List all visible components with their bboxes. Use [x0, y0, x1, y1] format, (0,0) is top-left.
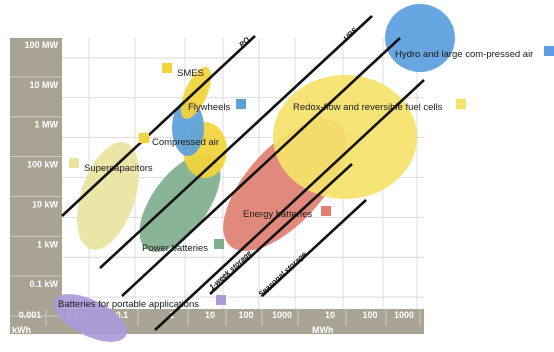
label-energy-batteries: Energy batteries: [243, 209, 312, 220]
x-tick-label: 100: [362, 310, 377, 320]
bubble-smes: [180, 67, 212, 119]
guide-line: [99, 15, 373, 269]
guide-line: [61, 35, 256, 217]
label-hydro-and-large-com-pressed-air: Hydro and large com-pressed air: [395, 49, 533, 60]
bubble-redox-flow-and-reversible-fuel-cells: [273, 75, 417, 199]
guide-line: [154, 79, 425, 331]
y-axis-band: [10, 38, 62, 318]
technology-labels: SMES Flywheels Compressed air Supercapacito…: [58, 49, 533, 310]
label-redox-flow-and-reversible-fuel-cells: Redox-flow and reversible fuel cells: [293, 102, 443, 113]
technology-bubbles: [53, 4, 455, 342]
marker-batteries-for-portable-applications: [216, 295, 226, 305]
marker-power-batteries: [214, 239, 224, 249]
y-tick-label: 0.1 kW: [29, 279, 58, 289]
guide-label-1-week-storage: 1-week storage: [207, 249, 253, 292]
y-tick-label: 1 kW: [37, 239, 59, 249]
y-tick-label: 100 kW: [27, 160, 59, 170]
legend-markers: [69, 46, 554, 305]
marker-supercapacitors: [69, 158, 79, 168]
label-smes: SMES: [177, 68, 204, 79]
bubble-supercapacitors: [77, 142, 139, 250]
x-tick-label: 1000: [394, 310, 414, 320]
y-tick-label: 10 MW: [29, 80, 58, 90]
marker-compressed-air: [139, 133, 149, 143]
bubble-hydro-and-large-com-pressed-air: [385, 4, 455, 72]
x-tick-label: 10: [325, 310, 335, 320]
guide-line: [121, 37, 401, 297]
x-unit-kwh: kWh: [12, 325, 31, 335]
x-tick-label: 100: [238, 310, 253, 320]
x-tick-label: 0.1: [116, 310, 129, 320]
guide-label-pq: PQ: [237, 35, 251, 49]
x-tick-label: 0.001: [19, 310, 42, 320]
label-batteries-for-portable-applications: Batteries for portable applications: [58, 299, 199, 310]
marker-hydro-and-large-com-pressed-air: [544, 46, 554, 56]
bubble-flywheels: [172, 100, 204, 156]
bubble-batteries-for-portable-applications: [53, 294, 127, 342]
marker-smes: [162, 63, 172, 73]
y-tick-label: 100 MW: [24, 40, 58, 50]
marker-redox-flow-and-reversible-fuel-cells: [456, 99, 466, 109]
y-tick-label: 1 MW: [35, 120, 59, 130]
label-compressed-air: Compressed air: [152, 137, 219, 148]
label-power-batteries: Power batteries: [142, 243, 208, 254]
label-supercapacitors: Supercapacitors: [84, 163, 153, 174]
x-tick-label: 1000: [272, 310, 292, 320]
label-flywheels: Flywheels: [188, 102, 230, 113]
guide-label-ups: UPS: [342, 26, 359, 43]
guide-line: [261, 199, 367, 297]
marker-flywheels: [236, 99, 246, 109]
y-tick-label: 10 kW: [32, 199, 59, 209]
y-tick-labels: 100 MW 10 MW 1 MW 100 kW 10 kW 1 kW 0.1 kW: [24, 40, 58, 289]
marker-energy-batteries: [321, 206, 331, 216]
bubble-power-batteries: [139, 154, 221, 252]
x-unit-mwh: MWh: [312, 325, 334, 335]
x-tick-label: 10: [205, 310, 215, 320]
guide-line: [209, 163, 353, 295]
